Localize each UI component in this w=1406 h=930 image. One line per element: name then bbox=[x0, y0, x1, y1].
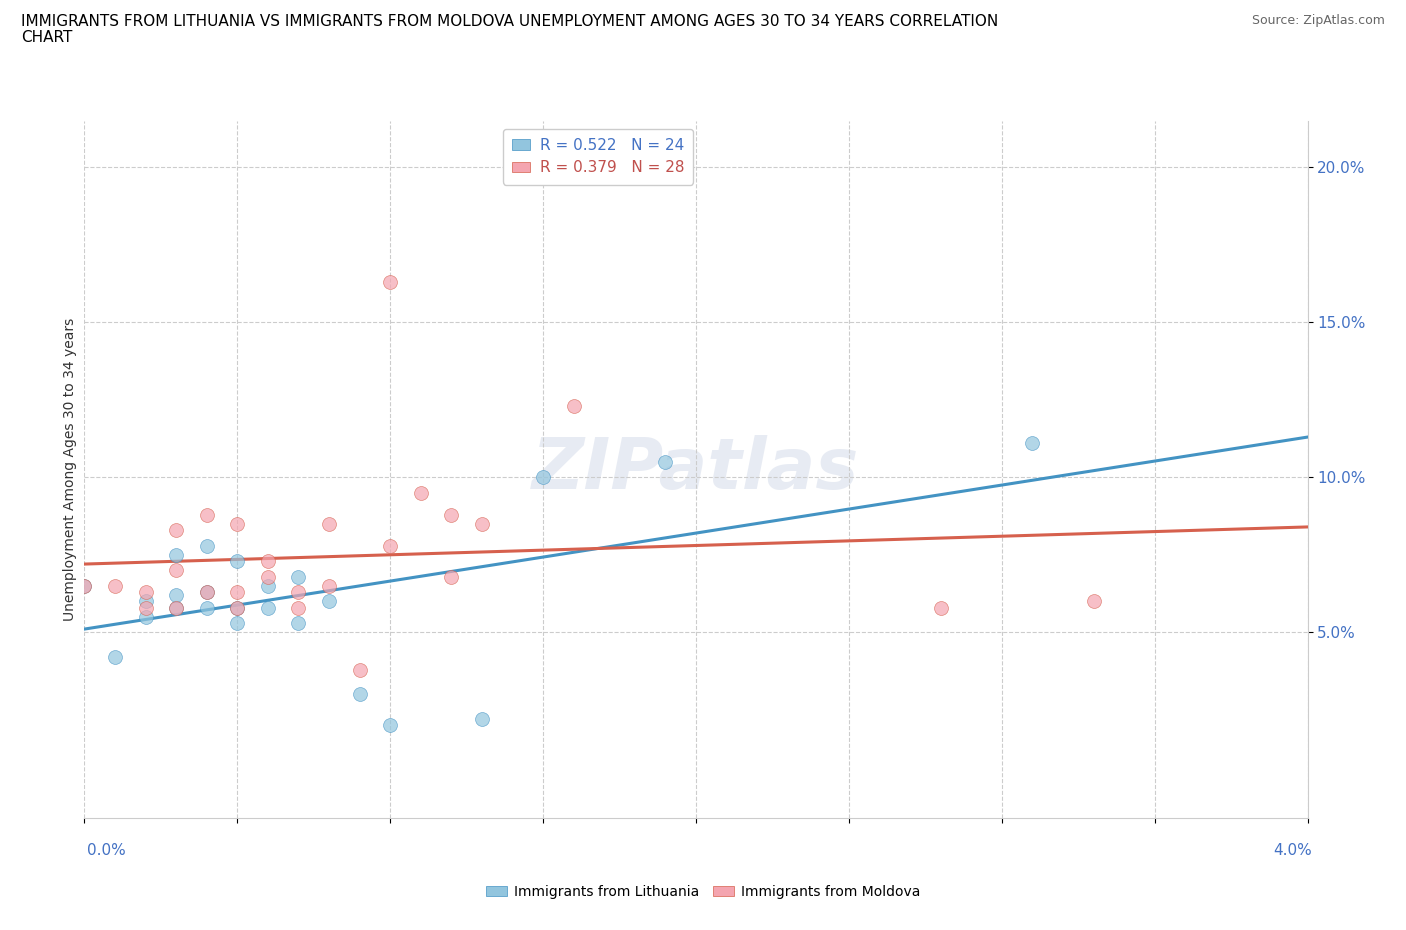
Point bbox=[135, 585, 157, 600]
Text: ZIPatlas: ZIPatlas bbox=[533, 435, 859, 504]
Point bbox=[654, 455, 676, 470]
Text: IMMIGRANTS FROM LITHUANIA VS IMMIGRANTS FROM MOLDOVA UNEMPLOYMENT AMONG AGES 30 : IMMIGRANTS FROM LITHUANIA VS IMMIGRANTS … bbox=[21, 14, 998, 29]
Point bbox=[195, 585, 218, 600]
Point bbox=[471, 516, 494, 531]
Point bbox=[440, 569, 463, 584]
Text: 0.0%: 0.0% bbox=[87, 844, 127, 858]
Point bbox=[380, 718, 402, 733]
Point bbox=[73, 578, 96, 593]
Y-axis label: Unemployment Among Ages 30 to 34 years: Unemployment Among Ages 30 to 34 years bbox=[63, 318, 77, 621]
Point bbox=[349, 687, 371, 702]
Point bbox=[349, 662, 371, 677]
Point bbox=[104, 650, 127, 665]
Point bbox=[257, 569, 280, 584]
Point bbox=[135, 594, 157, 609]
Point bbox=[440, 507, 463, 522]
Point bbox=[287, 569, 309, 584]
Point bbox=[409, 485, 432, 500]
Point bbox=[287, 600, 309, 615]
Point bbox=[104, 578, 127, 593]
Point bbox=[287, 585, 309, 600]
Text: 4.0%: 4.0% bbox=[1272, 844, 1312, 858]
Point bbox=[135, 600, 157, 615]
Point bbox=[195, 507, 218, 522]
Point bbox=[257, 553, 280, 568]
Point bbox=[226, 585, 249, 600]
Point bbox=[380, 538, 402, 553]
Point bbox=[226, 600, 249, 615]
Point bbox=[562, 399, 585, 414]
Point bbox=[135, 609, 157, 624]
Point bbox=[531, 470, 554, 485]
Point bbox=[257, 578, 280, 593]
Point bbox=[165, 563, 187, 578]
Point bbox=[318, 594, 340, 609]
Point bbox=[318, 516, 340, 531]
Legend: R = 0.522   N = 24, R = 0.379   N = 28: R = 0.522 N = 24, R = 0.379 N = 28 bbox=[503, 128, 693, 184]
Point bbox=[380, 274, 402, 289]
Point bbox=[195, 538, 218, 553]
Point bbox=[195, 585, 218, 600]
Legend: Immigrants from Lithuania, Immigrants from Moldova: Immigrants from Lithuania, Immigrants fr… bbox=[481, 880, 925, 905]
Text: CHART: CHART bbox=[21, 30, 73, 45]
Point bbox=[165, 548, 187, 563]
Point bbox=[318, 578, 340, 593]
Point bbox=[1021, 436, 1043, 451]
Point bbox=[165, 600, 187, 615]
Point bbox=[226, 516, 249, 531]
Point bbox=[1083, 594, 1105, 609]
Point bbox=[226, 600, 249, 615]
Point bbox=[929, 600, 952, 615]
Point bbox=[226, 553, 249, 568]
Point bbox=[287, 616, 309, 631]
Point bbox=[165, 523, 187, 538]
Point bbox=[195, 600, 218, 615]
Point bbox=[471, 711, 494, 726]
Text: Source: ZipAtlas.com: Source: ZipAtlas.com bbox=[1251, 14, 1385, 27]
Point bbox=[165, 588, 187, 603]
Point bbox=[257, 600, 280, 615]
Point bbox=[73, 578, 96, 593]
Point bbox=[165, 600, 187, 615]
Point bbox=[226, 616, 249, 631]
